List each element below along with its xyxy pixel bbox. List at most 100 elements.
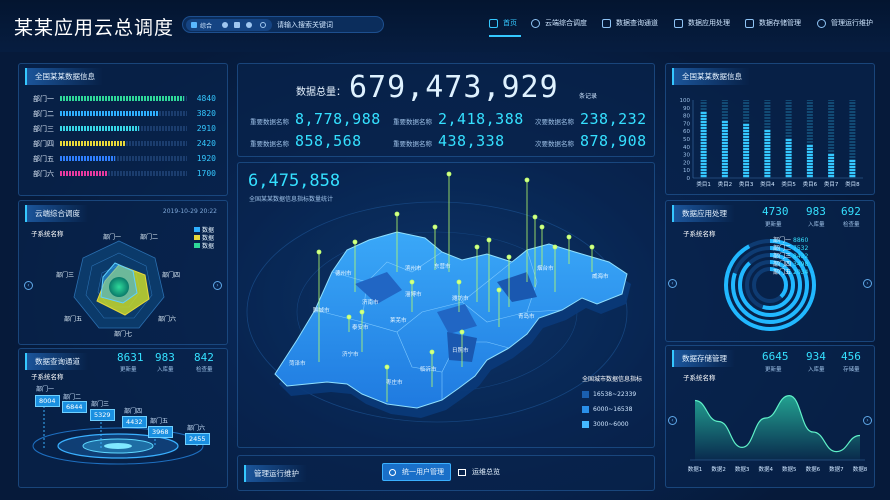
stat-label: 入库量 bbox=[157, 367, 174, 373]
legend-swatch bbox=[582, 406, 589, 413]
ring-progress bbox=[724, 239, 816, 331]
bar-fill bbox=[60, 96, 185, 101]
map-legend-title: 全国城市数据信息指标 bbox=[582, 376, 643, 383]
ring-label: 部门五 bbox=[773, 268, 791, 276]
ring-value: 7532 bbox=[793, 245, 808, 252]
nav-data-app[interactable]: 数据应用处理 bbox=[674, 18, 730, 28]
nav-maintenance-label: 管理运行维护 bbox=[831, 19, 873, 27]
nav-data-query[interactable]: 数据查询通道 bbox=[602, 18, 658, 28]
total-count: 679,473,929 bbox=[349, 70, 559, 105]
panel-title: 全国某某数据信息 bbox=[25, 68, 103, 85]
stat-value: 692 bbox=[841, 205, 861, 218]
x-tick-label: 类目8 bbox=[845, 180, 860, 188]
city-label: 临沂市 bbox=[420, 365, 437, 373]
bar-fill bbox=[60, 111, 160, 116]
bar-fill bbox=[60, 126, 139, 131]
city-label: 潍坊市 bbox=[452, 294, 469, 302]
x-tick-label: 数据7 bbox=[829, 465, 844, 473]
monitor-icon bbox=[489, 18, 498, 28]
nav-data-storage[interactable]: 数据存储管理 bbox=[745, 18, 801, 28]
bar bbox=[806, 145, 813, 177]
timestamp: 2019-10-29 20:22 bbox=[162, 208, 217, 215]
legend-swatch bbox=[194, 243, 200, 248]
area-chart: 数据1 数据2 数据3 数据4 数据5 数据6 数据7 数据8 bbox=[688, 394, 868, 473]
kpi-value: 878,908 bbox=[580, 132, 647, 150]
radar-axis-label: 部门二 bbox=[140, 233, 158, 241]
kpi-value: 858,568 bbox=[295, 132, 362, 150]
bar-track bbox=[60, 111, 187, 116]
dept-label: 部门四 bbox=[33, 140, 54, 148]
nav-maintenance[interactable]: 管理运行维护 bbox=[817, 18, 873, 28]
ops-overview-button[interactable]: 运维总览 bbox=[452, 463, 506, 481]
city-label: 威海市 bbox=[592, 272, 609, 280]
city-label: 日照市 bbox=[452, 346, 469, 354]
dept-bar-row: 部门四 2420 bbox=[33, 138, 216, 148]
nav-cloud-label: 云端综合调度 bbox=[545, 19, 587, 27]
dept-value: 2910 bbox=[196, 124, 216, 133]
legend-swatch bbox=[582, 391, 589, 398]
stat-label: 更新量 bbox=[765, 367, 782, 373]
ring-progress bbox=[752, 267, 788, 303]
prev-arrow-icon[interactable]: ‹ bbox=[668, 416, 677, 425]
nav-storage-label: 数据存储管理 bbox=[759, 19, 801, 27]
search-input[interactable] bbox=[277, 18, 381, 32]
x-tick-label: 类目4 bbox=[760, 180, 775, 188]
tag-label: 部门一 bbox=[36, 386, 55, 393]
query-platform-graphic bbox=[32, 406, 204, 465]
nav-cloud-dispatch[interactable]: 云端综合调度 bbox=[531, 18, 587, 28]
dept-label: 部门六 bbox=[33, 170, 54, 178]
stat-value: 983 bbox=[806, 205, 826, 218]
nav-home[interactable]: 首页 bbox=[489, 18, 517, 28]
nav-home-label: 首页 bbox=[503, 19, 517, 27]
radar-axis-label: 部门四 bbox=[162, 271, 180, 279]
province-map: 德州市 滨州市 东营市 聊城市 济南市 淄博市 潍坊市 烟台市 威海市 泰安市 … bbox=[246, 171, 631, 423]
radar-axis-label: 部门六 bbox=[158, 315, 176, 323]
dept-bar-row: 部门一 4840 bbox=[33, 93, 216, 103]
legend-label: 数据 bbox=[202, 234, 214, 242]
bar-track bbox=[60, 171, 187, 176]
x-tick-label: 数据4 bbox=[758, 465, 773, 473]
dept-label: 部门一 bbox=[33, 95, 54, 103]
city-label: 济宁市 bbox=[342, 350, 359, 358]
user-icon bbox=[389, 468, 396, 476]
globe-icon bbox=[246, 22, 252, 28]
prev-arrow-icon[interactable]: ‹ bbox=[668, 279, 677, 288]
dept-label: 部门五 bbox=[33, 155, 54, 163]
dept-value: 1700 bbox=[196, 169, 216, 178]
city-label: 聊城市 bbox=[313, 306, 330, 314]
user-management-button[interactable]: 统一用户管理 bbox=[382, 463, 451, 481]
bar bbox=[849, 160, 856, 177]
search-box[interactable]: 综合 bbox=[182, 16, 384, 33]
tag-label: 部门五 bbox=[150, 418, 169, 425]
bar-track bbox=[60, 126, 187, 131]
ring-value: 3498 bbox=[793, 261, 808, 268]
subsystem-label: 子系统名称 bbox=[31, 373, 64, 381]
stat-label: 存储量 bbox=[843, 367, 860, 373]
city-label: 淄博市 bbox=[405, 290, 422, 298]
kpi-value: 8,778,988 bbox=[295, 110, 381, 128]
next-arrow-icon[interactable]: › bbox=[863, 279, 872, 288]
storage-icon bbox=[745, 18, 754, 28]
monitor-icon bbox=[458, 468, 466, 476]
city-label: 青岛市 bbox=[518, 312, 535, 320]
y-tick-label: 0 bbox=[687, 176, 691, 182]
bar bbox=[721, 121, 728, 177]
search-category-chip[interactable]: 综合 bbox=[186, 19, 272, 31]
tag-value: 8004 bbox=[35, 395, 60, 407]
grid-icon bbox=[191, 22, 197, 28]
radar-chart: 部门一 部门二 部门四 部门六 部门七 部门五 部门三 数据 数据 数据 bbox=[56, 226, 214, 338]
area-fill bbox=[695, 395, 860, 460]
cloud-icon bbox=[531, 18, 540, 28]
prev-arrow-icon[interactable]: ‹ bbox=[24, 281, 33, 290]
x-tick-label: 数据8 bbox=[853, 465, 868, 473]
stat-value: 983 bbox=[155, 351, 175, 364]
x-tick-label: 类目1 bbox=[696, 180, 711, 188]
next-arrow-icon[interactable]: › bbox=[863, 416, 872, 425]
tag-value: 6844 bbox=[62, 401, 87, 413]
next-arrow-icon[interactable]: › bbox=[213, 281, 222, 290]
radar-axis-label: 部门七 bbox=[114, 330, 132, 338]
y-tick-label: 50 bbox=[683, 137, 690, 143]
city-label: 东营市 bbox=[434, 262, 451, 270]
gear-icon bbox=[817, 18, 826, 28]
radar-axis-label: 部门三 bbox=[56, 271, 74, 279]
